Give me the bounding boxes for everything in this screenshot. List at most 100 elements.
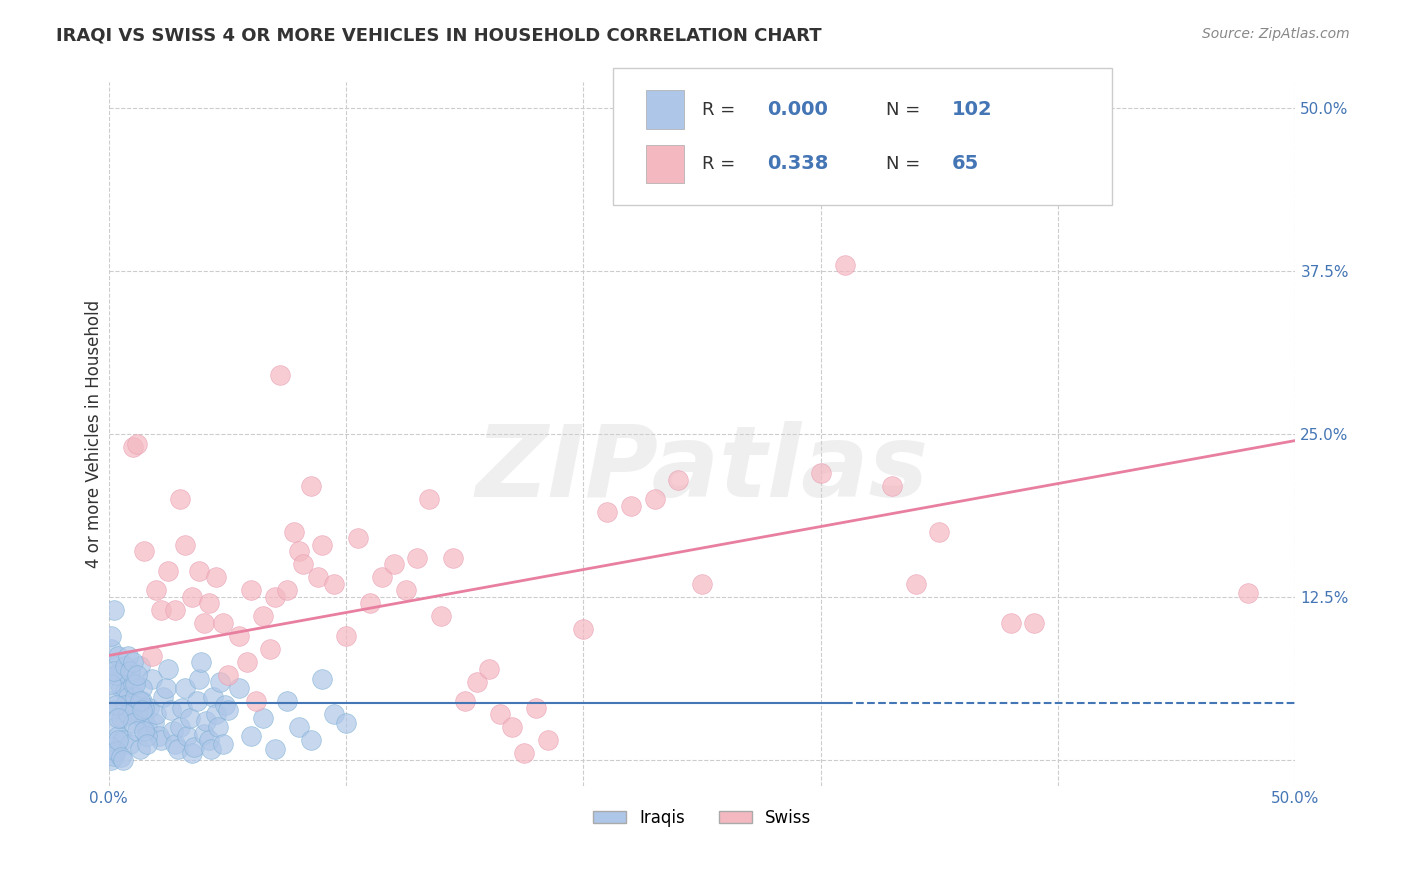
Point bbox=[110, 750, 132, 764]
Point bbox=[104, 668, 127, 682]
Point bbox=[103, 664, 125, 678]
Point bbox=[148, 729, 170, 743]
Point bbox=[193, 615, 215, 630]
Point bbox=[269, 368, 291, 383]
Point bbox=[135, 720, 157, 734]
Point bbox=[128, 694, 150, 708]
Point bbox=[117, 690, 139, 705]
Point bbox=[135, 737, 157, 751]
Point bbox=[524, 700, 547, 714]
Point bbox=[188, 564, 211, 578]
Point bbox=[299, 733, 322, 747]
Text: N =: N = bbox=[886, 101, 927, 119]
Point bbox=[240, 729, 263, 743]
Point bbox=[287, 720, 309, 734]
Point bbox=[127, 707, 149, 722]
Point bbox=[292, 558, 315, 572]
Point bbox=[107, 729, 129, 743]
Point bbox=[197, 596, 219, 610]
Point bbox=[204, 570, 226, 584]
Point bbox=[135, 729, 157, 743]
Point bbox=[283, 524, 305, 539]
Point bbox=[121, 440, 143, 454]
Point bbox=[406, 550, 429, 565]
Text: R =: R = bbox=[702, 155, 741, 173]
Point bbox=[103, 603, 125, 617]
Point bbox=[107, 711, 129, 725]
Point bbox=[103, 659, 125, 673]
Point bbox=[127, 437, 149, 451]
Point bbox=[124, 703, 146, 717]
Point bbox=[188, 672, 211, 686]
Text: ZIPatlas: ZIPatlas bbox=[475, 421, 929, 517]
Point bbox=[103, 703, 125, 717]
Point bbox=[107, 674, 129, 689]
Point bbox=[166, 742, 188, 756]
Point bbox=[117, 707, 139, 722]
Point bbox=[165, 603, 187, 617]
Point bbox=[1237, 586, 1260, 600]
Point bbox=[112, 733, 135, 747]
Point bbox=[644, 492, 666, 507]
Point bbox=[114, 659, 136, 673]
Point bbox=[100, 753, 122, 767]
Text: 0.338: 0.338 bbox=[768, 154, 828, 173]
Point bbox=[134, 714, 156, 728]
Point bbox=[202, 690, 225, 705]
Point bbox=[180, 590, 202, 604]
Point bbox=[264, 742, 287, 756]
Point bbox=[121, 655, 143, 669]
Point bbox=[880, 479, 903, 493]
Point bbox=[169, 720, 191, 734]
Point bbox=[141, 648, 163, 663]
Point bbox=[124, 677, 146, 691]
Point bbox=[323, 577, 346, 591]
Point bbox=[668, 473, 690, 487]
Point bbox=[489, 707, 512, 722]
Point bbox=[179, 711, 201, 725]
Point bbox=[145, 583, 167, 598]
Point bbox=[441, 550, 464, 565]
Point bbox=[195, 714, 218, 728]
Text: N =: N = bbox=[886, 155, 927, 173]
Point bbox=[454, 694, 477, 708]
Point bbox=[501, 720, 523, 734]
Point bbox=[335, 716, 357, 731]
Point bbox=[100, 694, 122, 708]
Point bbox=[240, 583, 263, 598]
Point bbox=[904, 577, 927, 591]
Point bbox=[690, 577, 713, 591]
Point bbox=[228, 681, 250, 695]
Point bbox=[299, 479, 322, 493]
Point bbox=[186, 694, 208, 708]
Point bbox=[394, 583, 416, 598]
Point bbox=[193, 727, 215, 741]
Point bbox=[152, 690, 174, 705]
Point bbox=[1000, 615, 1022, 630]
Point bbox=[172, 700, 194, 714]
Point bbox=[252, 609, 274, 624]
Point bbox=[323, 707, 346, 722]
Point bbox=[211, 615, 233, 630]
Y-axis label: 4 or more Vehicles in Household: 4 or more Vehicles in Household bbox=[86, 300, 103, 568]
Point bbox=[173, 538, 195, 552]
Point bbox=[430, 609, 453, 624]
Point bbox=[834, 258, 856, 272]
Point bbox=[150, 603, 173, 617]
Point bbox=[131, 681, 153, 695]
Point bbox=[128, 659, 150, 673]
Point bbox=[537, 733, 560, 747]
Point bbox=[103, 746, 125, 760]
FancyBboxPatch shape bbox=[647, 145, 685, 183]
Point bbox=[209, 674, 232, 689]
Point bbox=[134, 700, 156, 714]
Point bbox=[120, 664, 142, 678]
Point bbox=[418, 492, 440, 507]
Point bbox=[100, 629, 122, 643]
Point bbox=[382, 558, 405, 572]
Point bbox=[157, 661, 180, 675]
Point bbox=[100, 677, 122, 691]
Point bbox=[150, 733, 173, 747]
Point bbox=[110, 711, 132, 725]
FancyBboxPatch shape bbox=[613, 68, 1112, 205]
